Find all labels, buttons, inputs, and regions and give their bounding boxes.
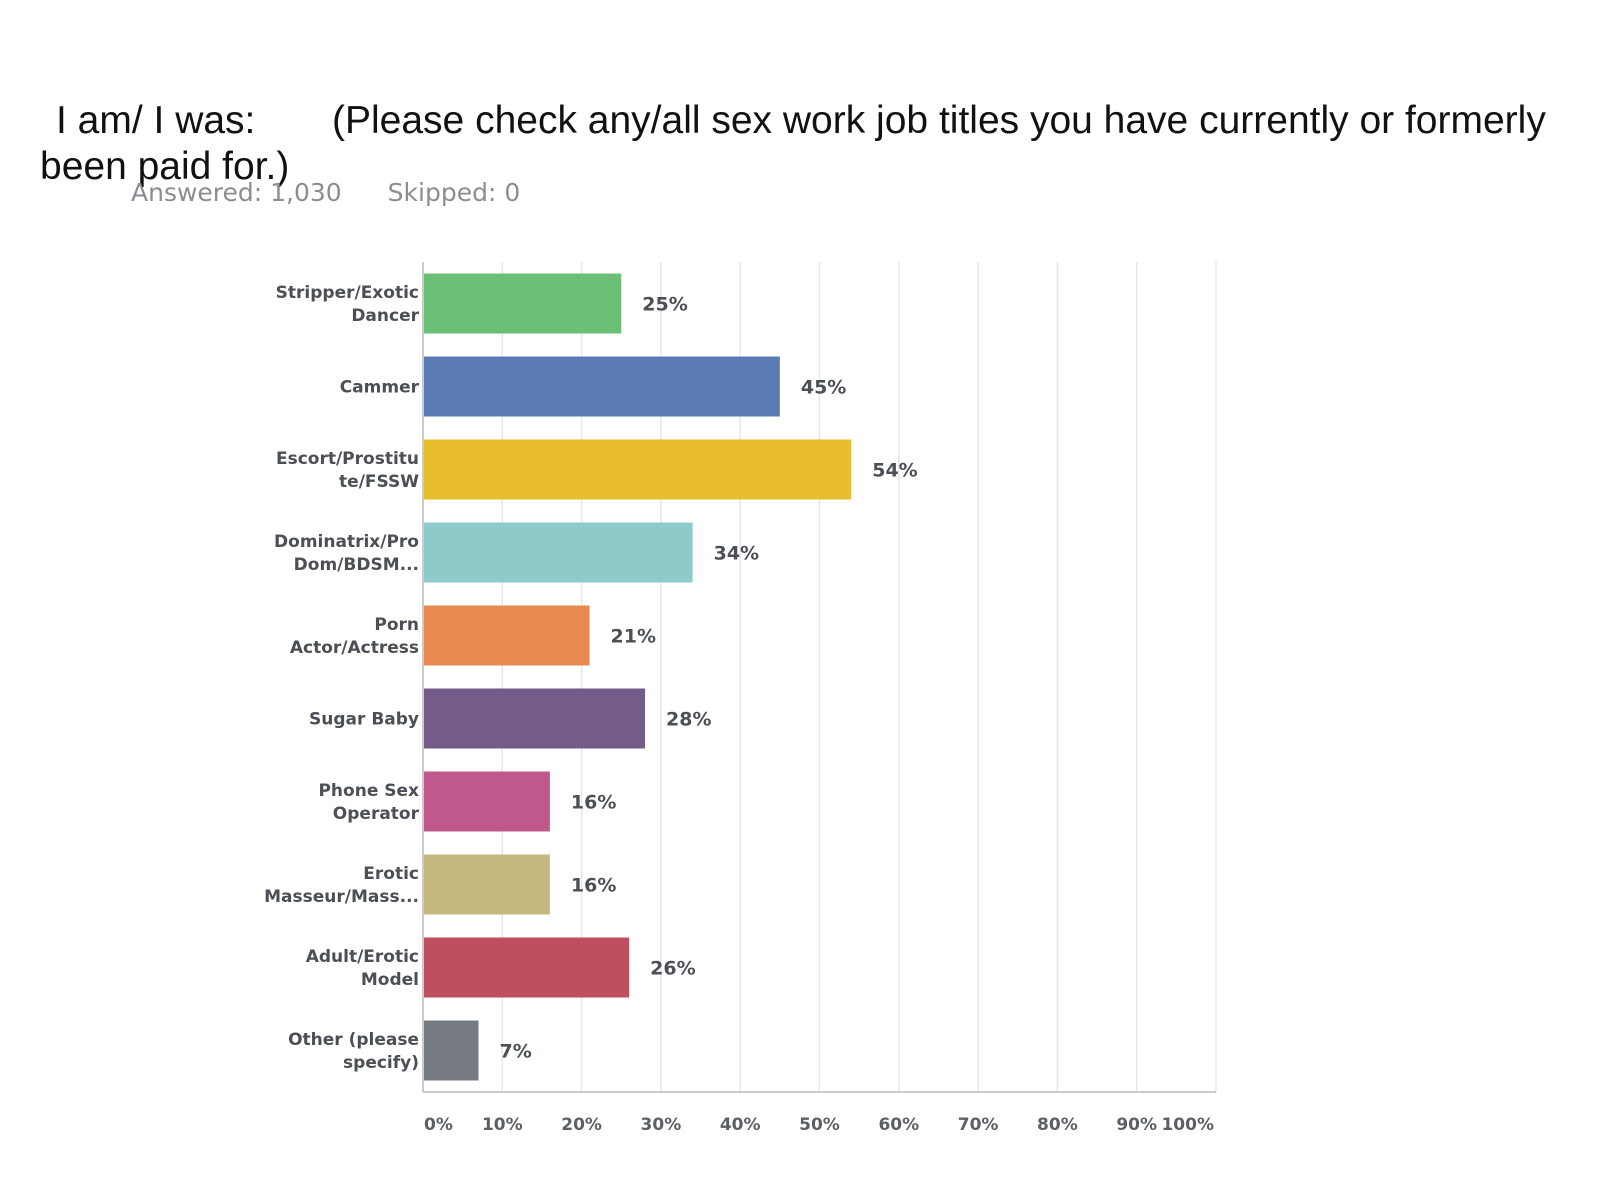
value-label: 26% bbox=[650, 958, 695, 980]
x-tick-label: 0% bbox=[424, 1115, 453, 1135]
category-label: Stripper/Exotic Dancer bbox=[276, 283, 420, 326]
category-label-line: Erotic bbox=[363, 864, 419, 884]
bar bbox=[423, 1020, 479, 1081]
value-labels: 25% 45% 54% 34% 21% 28% 16% 16% 26% 7% bbox=[500, 294, 918, 1063]
category-label-line: Sugar Baby bbox=[309, 710, 419, 730]
bar bbox=[423, 273, 622, 334]
question-prefix: I am/ I was: bbox=[56, 99, 256, 142]
category-label-line: Operator bbox=[333, 804, 420, 824]
x-tick-label: 90% bbox=[1116, 1115, 1157, 1135]
category-label-line: Actor/Actress bbox=[290, 638, 419, 658]
question-text: (Please check any/all sex work job title… bbox=[40, 99, 1546, 188]
bar bbox=[423, 771, 550, 832]
category-label-line: Other (please bbox=[288, 1030, 419, 1050]
bar bbox=[423, 439, 852, 500]
category-label-line: Dominatrix/Pro bbox=[274, 532, 419, 552]
bar bbox=[423, 605, 590, 666]
x-tick-label: 30% bbox=[641, 1115, 682, 1135]
axes bbox=[422, 262, 1216, 1093]
x-tick-label: 40% bbox=[720, 1115, 761, 1135]
category-label: Dominatrix/Pro Dom/BDSM... bbox=[274, 532, 419, 575]
response-stats: Answered: 1,030 Skipped: 0 bbox=[131, 178, 558, 207]
bar bbox=[423, 854, 550, 915]
category-label-line: te/FSSW bbox=[339, 472, 419, 492]
category-label-line: Masseur/Mass... bbox=[264, 887, 419, 907]
x-tick-label: 80% bbox=[1037, 1115, 1078, 1135]
category-label: Escort/Prostitu te/FSSW bbox=[276, 449, 419, 492]
x-tick-label: 70% bbox=[958, 1115, 999, 1135]
bar bbox=[423, 356, 780, 417]
category-label: Erotic Masseur/Mass... bbox=[264, 864, 419, 907]
x-tick-label: 20% bbox=[561, 1115, 602, 1135]
category-label-line: Model bbox=[361, 970, 419, 990]
value-label: 21% bbox=[611, 626, 656, 648]
category-label: Phone Sex Operator bbox=[318, 781, 419, 824]
x-tick-label: 100% bbox=[1161, 1115, 1214, 1135]
category-label-line: Porn bbox=[374, 615, 419, 635]
value-label: 54% bbox=[872, 460, 917, 482]
value-label: 16% bbox=[571, 875, 616, 897]
x-tick-label: 60% bbox=[878, 1115, 919, 1135]
value-label: 45% bbox=[801, 377, 846, 399]
bar bbox=[423, 522, 693, 583]
value-label: 34% bbox=[714, 543, 759, 565]
value-label: 25% bbox=[642, 294, 687, 316]
value-label: 28% bbox=[666, 709, 711, 731]
category-label-line: Phone Sex bbox=[318, 781, 419, 801]
category-label-line: Dom/BDSM... bbox=[294, 555, 419, 575]
bars bbox=[423, 273, 852, 1081]
category-label-line: Cammer bbox=[340, 378, 420, 398]
x-tick-label: 50% bbox=[799, 1115, 840, 1135]
category-label-line: Adult/Erotic bbox=[306, 947, 419, 967]
category-label-line: specify) bbox=[343, 1053, 419, 1073]
category-label: Sugar Baby bbox=[309, 710, 419, 730]
category-label: Other (please specify) bbox=[288, 1030, 419, 1073]
category-label: Porn Actor/Actress bbox=[290, 615, 419, 658]
category-label: Adult/Erotic Model bbox=[306, 947, 419, 990]
question-title: I am/ I was: (Please check any/all sex wo… bbox=[40, 98, 1580, 190]
x-tick-label: 10% bbox=[482, 1115, 523, 1135]
answered-count: Answered: 1,030 bbox=[131, 178, 342, 207]
value-label: 16% bbox=[571, 792, 616, 814]
category-label-line: Dancer bbox=[351, 306, 419, 326]
category-labels: Stripper/Exotic Dancer Cammer Escort/Prosti… bbox=[264, 283, 419, 1073]
x-tick-labels: 0% 10% 20% 30% 40% 50% 60% 70% 80% 90% 100% bbox=[424, 1115, 1214, 1135]
category-label-line: Stripper/Exotic bbox=[276, 283, 419, 303]
category-label-line: Escort/Prostitu bbox=[276, 449, 419, 469]
skipped-count: Skipped: 0 bbox=[387, 178, 521, 207]
bar bbox=[423, 937, 630, 998]
value-label: 7% bbox=[500, 1041, 532, 1063]
bar bbox=[423, 688, 646, 749]
category-label: Cammer bbox=[340, 378, 420, 398]
